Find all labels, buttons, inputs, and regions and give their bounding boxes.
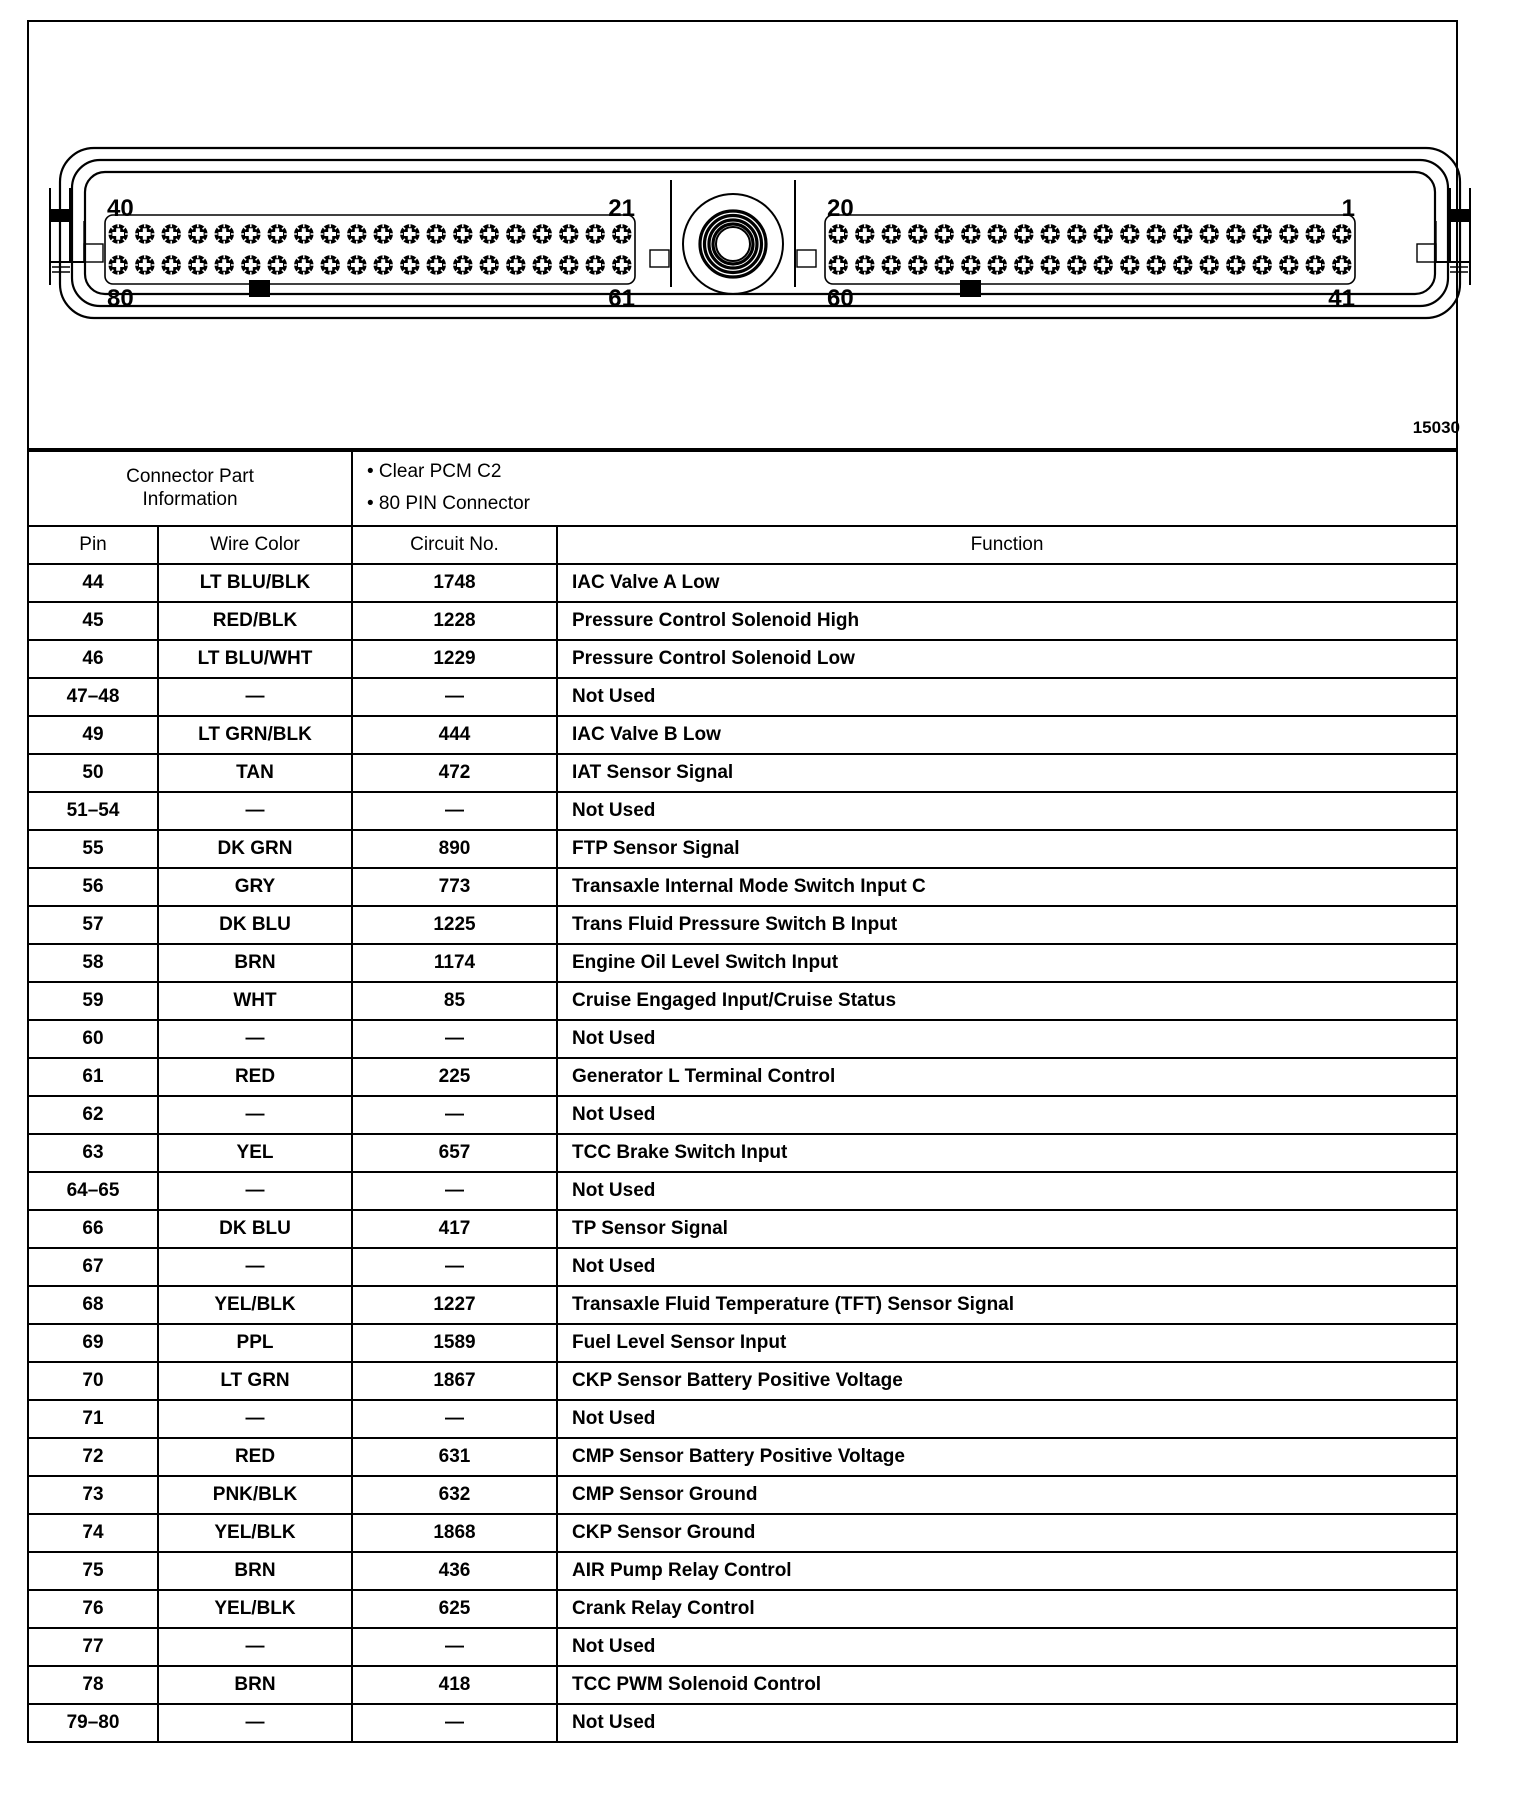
svg-text:80: 80: [107, 285, 134, 312]
svg-text:61: 61: [608, 285, 635, 312]
svg-text:20: 20: [827, 195, 854, 222]
svg-text:40: 40: [107, 195, 134, 222]
svg-text:60: 60: [827, 285, 854, 312]
svg-text:21: 21: [608, 195, 635, 222]
svg-text:1: 1: [1342, 195, 1355, 222]
svg-text:41: 41: [1328, 285, 1355, 312]
